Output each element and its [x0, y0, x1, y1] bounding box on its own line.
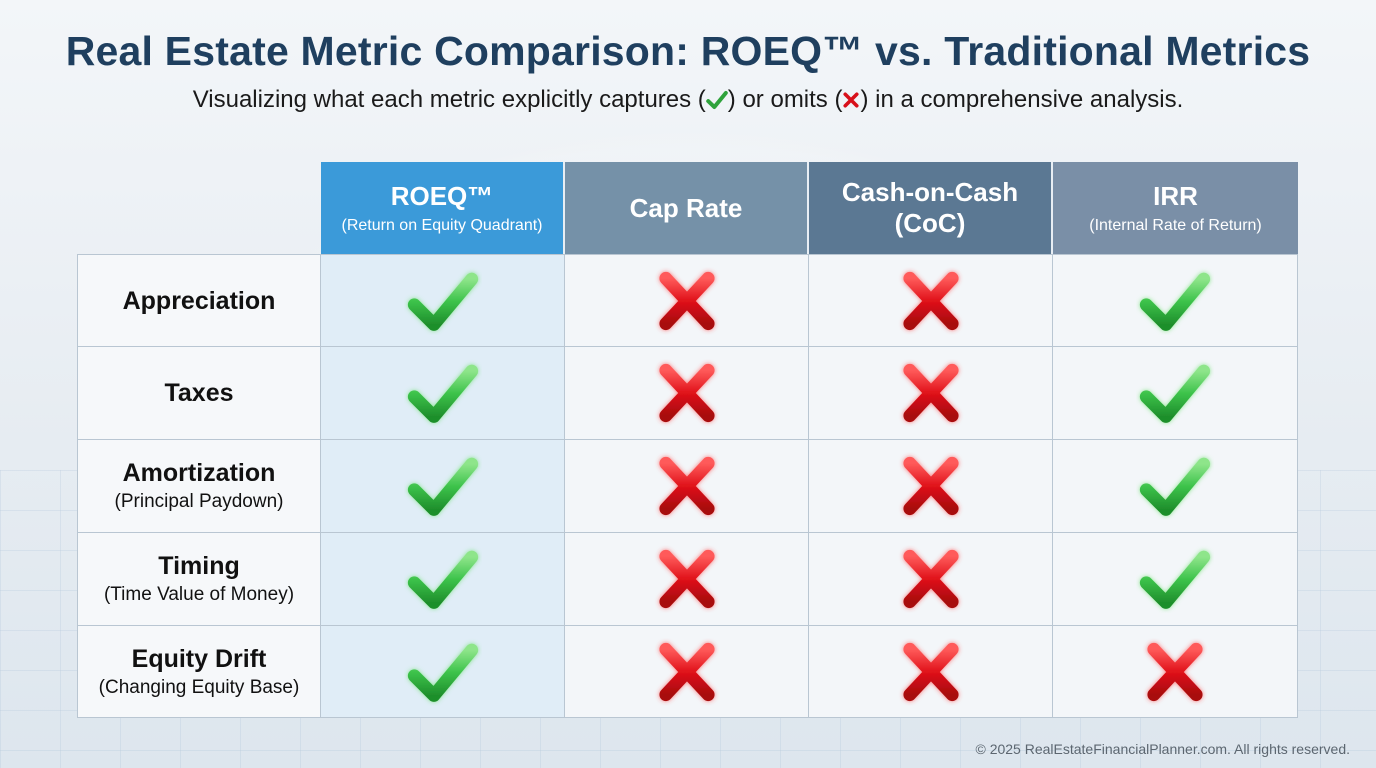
row-label: Timing (Time Value of Money): [77, 533, 321, 626]
column-header-sub: (Internal Rate of Return): [1089, 216, 1262, 234]
row-label-title: Appreciation: [122, 286, 276, 315]
table-cell: [565, 440, 809, 533]
row-label: Equity Drift (Changing Equity Base): [77, 626, 321, 718]
column-header-cash-on-cash: Cash-on-Cash (CoC): [809, 162, 1053, 254]
row-label-subtitle: (Time Value of Money): [103, 584, 295, 605]
page-title: Real Estate Metric Comparison: ROEQ™ vs.…: [65, 28, 1311, 74]
column-header-roeq: ROEQ™ (Return on Equity Quadrant): [321, 162, 565, 254]
column-header-name-line2: (CoC): [894, 208, 966, 238]
cross-icon: [902, 456, 959, 516]
table-cell: [565, 347, 809, 440]
column-header-name: Cap Rate: [629, 192, 743, 223]
cross-icon: [658, 271, 715, 330]
row-label-title: Taxes: [164, 379, 234, 407]
row-label-title: Equity Drift: [131, 644, 267, 673]
table-cell: [321, 440, 565, 533]
check-icon: [407, 457, 478, 516]
row-label-title: Timing: [158, 552, 240, 580]
column-header-cap-rate: Cap Rate: [565, 162, 809, 254]
table-corner: [77, 162, 321, 254]
table-cell: [321, 254, 565, 347]
legend-cross-icon: [843, 92, 860, 108]
cross-icon: [902, 271, 959, 330]
comparison-table: ROEQ™ (Return on Equity Quadrant) Cap Ra…: [77, 162, 1298, 718]
table-cell: [809, 533, 1053, 626]
legend-check-icon: [706, 90, 728, 110]
table-cell: [1053, 254, 1298, 347]
table-cell: [565, 533, 809, 626]
column-header-name: ROEQ™: [390, 180, 494, 211]
row-label-subtitle: (Principal Paydown): [114, 491, 284, 512]
column-header-sub: (Return on Equity Quadrant): [341, 216, 543, 234]
cross-icon: [902, 549, 959, 609]
table-cell: [321, 347, 565, 440]
row-label-subtitle: (Changing Equity Base): [98, 676, 300, 698]
cross-icon: [1147, 642, 1203, 701]
column-header-irr: IRR (Internal Rate of Return): [1053, 162, 1298, 254]
cross-icon: [658, 549, 715, 609]
cross-icon: [658, 642, 715, 701]
subtitle-text-1: Visualizing what each metric explicitly …: [192, 86, 706, 113]
row-label: Appreciation: [77, 254, 321, 347]
table-cell: [809, 347, 1053, 440]
cross-icon: [902, 642, 959, 701]
table-cell: [565, 626, 809, 718]
row-label: Amortization (Principal Paydown): [77, 440, 321, 533]
table-cell: [1053, 440, 1298, 533]
table-cell: [1053, 533, 1298, 626]
check-icon: [407, 364, 478, 423]
subtitle-text-2: ) or omits (: [727, 86, 843, 113]
cross-icon: [658, 456, 715, 516]
column-header-name: Cash-on-Cash: [841, 177, 1019, 207]
page-subtitle: Visualizing what each metric explicitly …: [0, 86, 1376, 114]
subtitle-text-3: ) in a comprehensive analysis.: [860, 86, 1184, 113]
column-header-name: IRR: [1153, 180, 1198, 211]
table-cell: [321, 626, 565, 718]
row-label: Taxes: [77, 347, 321, 440]
table-cell: [565, 254, 809, 347]
table-cell: [809, 440, 1053, 533]
table-cell: [1053, 626, 1298, 718]
check-icon: [1139, 364, 1211, 423]
table-cell: [809, 626, 1053, 718]
check-icon: [1139, 457, 1211, 516]
check-icon: [1139, 550, 1211, 609]
cross-icon: [658, 363, 715, 423]
row-label-title: Amortization: [122, 459, 276, 487]
check-icon: [407, 272, 478, 331]
cross-icon: [902, 363, 959, 423]
table-cell: [321, 533, 565, 626]
check-icon: [1139, 272, 1211, 331]
copyright-footer: © 2025 RealEstateFinancialPlanner.com. A…: [975, 741, 1350, 757]
check-icon: [407, 550, 478, 609]
table-cell: [809, 254, 1053, 347]
check-icon: [407, 643, 478, 702]
table-cell: [1053, 347, 1298, 440]
